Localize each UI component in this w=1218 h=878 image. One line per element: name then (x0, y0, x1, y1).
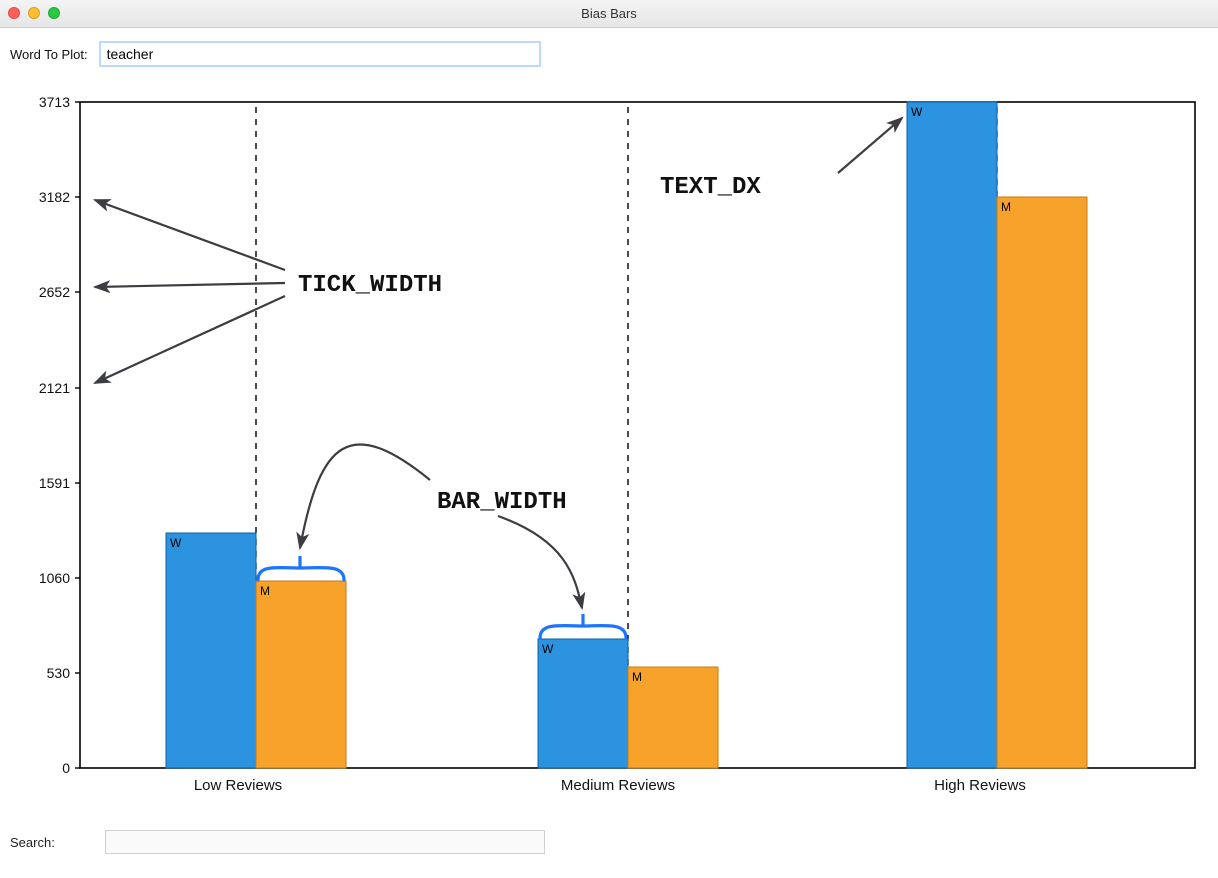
word-to-plot-input[interactable] (100, 42, 540, 66)
category-label-medium: Medium Reviews (561, 777, 675, 794)
ytick-5: 2652 (39, 284, 70, 300)
word-to-plot-row: Word To Plot: (0, 28, 1218, 70)
bar-low-M (256, 581, 346, 768)
search-input[interactable] (105, 830, 545, 854)
category-label-low: Low Reviews (194, 777, 282, 794)
bias-bars-chart: 0 530 1060 1591 2121 2652 3182 3713 W M … (0, 70, 1218, 820)
minimize-window-icon[interactable] (28, 7, 40, 19)
y-axis: 0 530 1060 1591 2121 2652 3182 3713 (39, 94, 80, 776)
search-label: Search: (10, 835, 55, 850)
bar-low-W (166, 533, 256, 768)
bar-group-medium: W M (538, 639, 718, 768)
ytick-3: 1591 (39, 475, 70, 491)
annotation-tick-width-label: TICK_WIDTH (298, 272, 442, 299)
brace-icon (540, 614, 626, 638)
zoom-window-icon[interactable] (48, 7, 60, 19)
category-label-high: High Reviews (934, 777, 1026, 794)
bar-med-W (538, 639, 628, 768)
arrow-icon (95, 200, 285, 270)
ytick-0: 0 (62, 760, 70, 776)
ytick-1: 530 (47, 665, 71, 681)
bar-high-M (997, 197, 1087, 768)
window-titlebar: Bias Bars (0, 0, 1218, 28)
ytick-7: 3713 (39, 94, 70, 110)
bar-high-W (907, 102, 997, 768)
annotation-tick-width: TICK_WIDTH (95, 200, 442, 383)
arrow-icon (95, 283, 285, 287)
bar-label-low-M: M (260, 584, 270, 598)
bar-label-med-M: M (632, 670, 642, 684)
bar-label-med-W: W (542, 642, 554, 656)
annotation-bar-width-label: BAR_WIDTH (437, 489, 567, 516)
search-row: Search: (0, 820, 1218, 862)
bar-label-high-W: W (911, 105, 923, 119)
brace-icon (258, 556, 344, 580)
curve-arrow-icon (498, 516, 582, 608)
chart-area: 0 530 1060 1591 2121 2652 3182 3713 W M … (0, 70, 1218, 820)
window-title: Bias Bars (581, 6, 637, 21)
close-window-icon[interactable] (8, 7, 20, 19)
bar-label-low-W: W (170, 536, 182, 550)
ytick-6: 3182 (39, 189, 70, 205)
word-to-plot-label: Word To Plot: (10, 47, 88, 62)
annotation-text-dx: TEXT_DX (660, 118, 902, 201)
ytick-2: 1060 (39, 570, 70, 586)
annotation-text-dx-label: TEXT_DX (660, 174, 761, 201)
curve-arrow-icon (300, 444, 430, 548)
ytick-4: 2121 (39, 380, 70, 396)
bar-group-high: W M (907, 102, 1087, 768)
arrow-icon (838, 118, 902, 173)
bar-label-high-M: M (1001, 200, 1011, 214)
